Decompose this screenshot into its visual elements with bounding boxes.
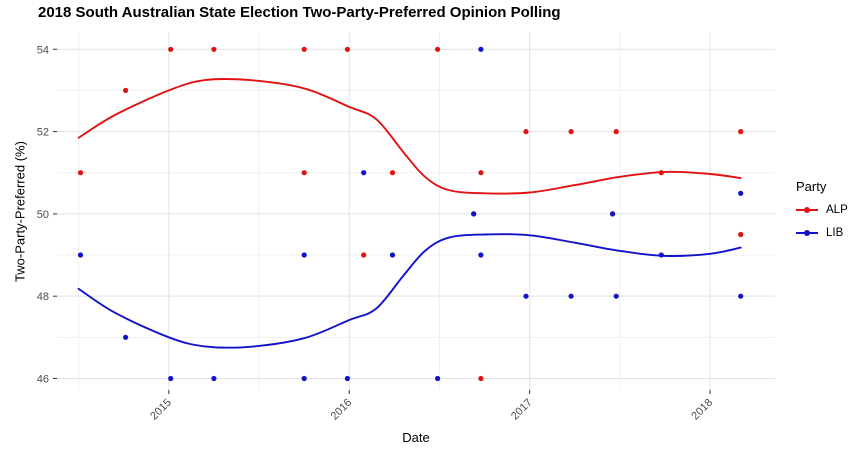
x-tick-labels: 2015 2016 2017 2018 — [148, 397, 715, 423]
legend-entry-lib: LIB — [796, 227, 848, 239]
major-gridlines — [57, 32, 775, 390]
legend: Party ALP LIB — [796, 179, 848, 250]
svg-text:2018: 2018 — [689, 397, 715, 423]
smooth-line-alp — [77, 78, 742, 195]
legend-entry-alp: ALP — [796, 204, 848, 216]
svg-text:52: 52 — [37, 127, 49, 139]
svg-text:46: 46 — [37, 373, 49, 385]
smooth-line-lib — [77, 233, 742, 349]
axis-ticks — [53, 48, 711, 394]
alp-line-point-icon — [796, 205, 818, 215]
svg-text:50: 50 — [37, 209, 49, 221]
svg-text:2015: 2015 — [148, 397, 174, 423]
lib-key-dot — [804, 230, 810, 236]
y-axis-title: Two-Party-Preferred (%) — [12, 141, 28, 282]
alp-key-dot — [804, 207, 810, 213]
legend-title: Party — [796, 179, 827, 194]
chart-title: 2018 South Australian State Election Two… — [38, 4, 561, 21]
svg-text:2017: 2017 — [509, 397, 535, 423]
x-axis-title: Date — [402, 430, 430, 445]
legend-label-lib: LIB — [826, 227, 844, 239]
svg-text:2016: 2016 — [329, 397, 355, 423]
lib-line-point-icon — [796, 228, 818, 238]
svg-text:48: 48 — [37, 291, 49, 303]
legend-label-alp: ALP — [826, 204, 848, 216]
y-tick-labels: 46 48 50 52 54 — [37, 44, 49, 385]
svg-text:54: 54 — [37, 44, 49, 56]
points-lib — [77, 46, 744, 382]
